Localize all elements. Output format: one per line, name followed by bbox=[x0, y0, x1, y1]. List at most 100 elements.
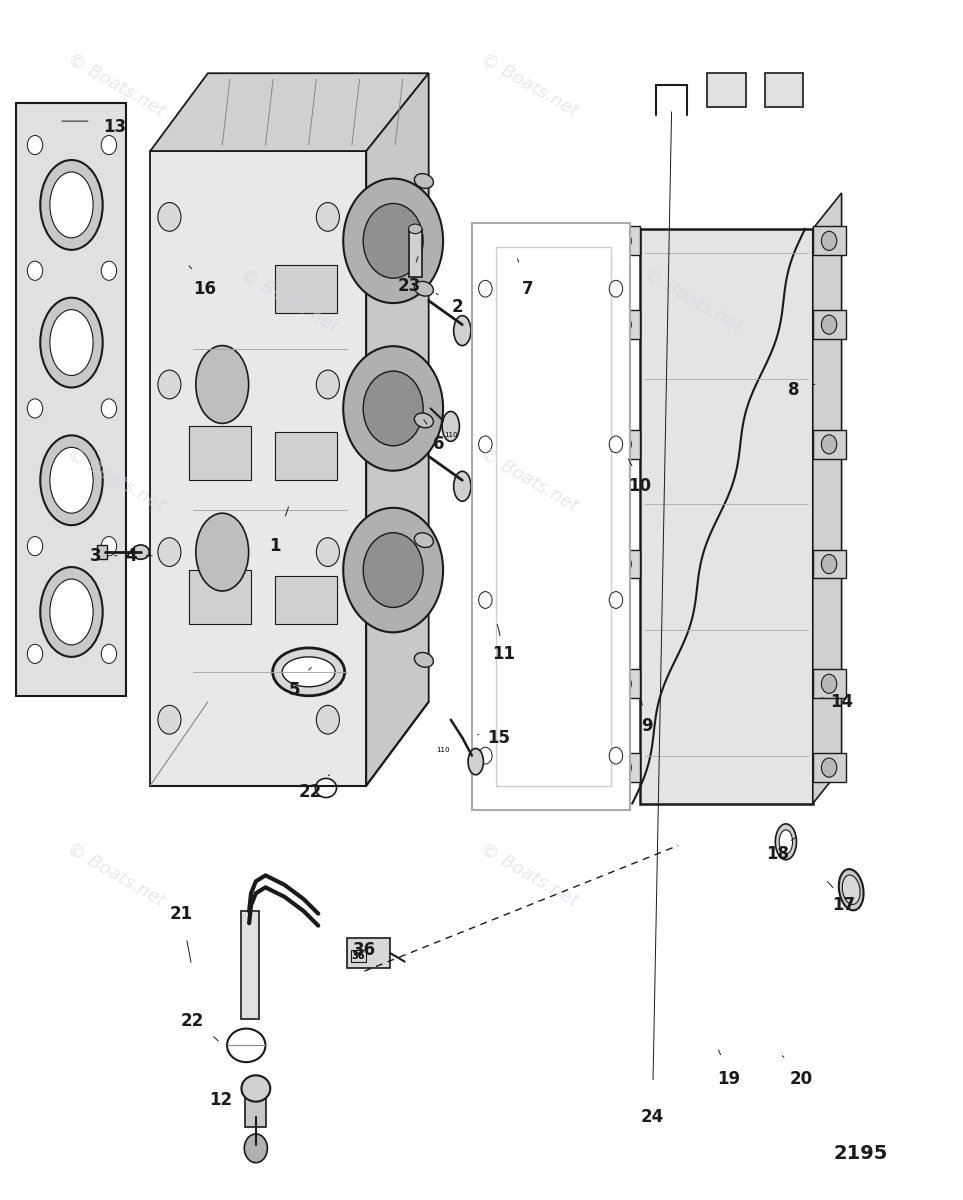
Text: 110: 110 bbox=[444, 432, 457, 438]
Circle shape bbox=[616, 232, 632, 251]
Circle shape bbox=[101, 536, 117, 556]
Text: © Boats.net: © Boats.net bbox=[65, 50, 169, 120]
Ellipse shape bbox=[775, 824, 796, 859]
Polygon shape bbox=[472, 223, 631, 810]
Text: © Boats.net: © Boats.net bbox=[640, 265, 744, 336]
Bar bbox=[275, 576, 337, 624]
Circle shape bbox=[479, 748, 492, 764]
Circle shape bbox=[101, 262, 117, 281]
Circle shape bbox=[27, 398, 42, 418]
Ellipse shape bbox=[468, 749, 483, 775]
Ellipse shape bbox=[839, 869, 864, 911]
Circle shape bbox=[821, 232, 837, 251]
Text: 12: 12 bbox=[209, 1092, 232, 1110]
Polygon shape bbox=[640, 229, 813, 804]
Text: 4: 4 bbox=[125, 547, 137, 565]
Circle shape bbox=[821, 554, 837, 574]
Ellipse shape bbox=[195, 514, 248, 592]
Circle shape bbox=[343, 346, 443, 470]
Text: 21: 21 bbox=[169, 905, 193, 923]
Ellipse shape bbox=[50, 448, 93, 514]
Circle shape bbox=[610, 436, 623, 452]
Polygon shape bbox=[366, 73, 429, 786]
Ellipse shape bbox=[282, 656, 335, 686]
Ellipse shape bbox=[414, 653, 433, 667]
Ellipse shape bbox=[227, 1028, 266, 1062]
Circle shape bbox=[363, 371, 423, 445]
Text: 23: 23 bbox=[398, 277, 421, 295]
Circle shape bbox=[101, 644, 117, 664]
Circle shape bbox=[616, 758, 632, 778]
Ellipse shape bbox=[414, 174, 433, 188]
Bar bbox=[607, 550, 640, 578]
Text: 20: 20 bbox=[790, 1070, 813, 1088]
Text: 8: 8 bbox=[788, 382, 799, 400]
Ellipse shape bbox=[408, 224, 422, 234]
Ellipse shape bbox=[132, 545, 149, 559]
Circle shape bbox=[363, 204, 423, 278]
Ellipse shape bbox=[779, 830, 793, 854]
Ellipse shape bbox=[454, 316, 471, 346]
Ellipse shape bbox=[273, 648, 345, 696]
Bar bbox=[707, 73, 745, 107]
Ellipse shape bbox=[50, 580, 93, 644]
Text: 16: 16 bbox=[194, 280, 217, 298]
Text: 36: 36 bbox=[352, 941, 376, 959]
Text: 13: 13 bbox=[103, 118, 126, 136]
Circle shape bbox=[343, 179, 443, 304]
Bar bbox=[813, 430, 846, 458]
Circle shape bbox=[101, 398, 117, 418]
Circle shape bbox=[245, 1134, 268, 1163]
Text: 36: 36 bbox=[351, 950, 365, 960]
Circle shape bbox=[158, 370, 181, 398]
Bar bbox=[607, 227, 640, 256]
Circle shape bbox=[158, 706, 181, 734]
Text: 22: 22 bbox=[299, 782, 323, 800]
Text: 9: 9 bbox=[640, 716, 653, 734]
Text: 24: 24 bbox=[640, 1109, 664, 1126]
Bar bbox=[408, 229, 422, 277]
Circle shape bbox=[343, 508, 443, 632]
Circle shape bbox=[27, 262, 42, 281]
Bar bbox=[607, 670, 640, 698]
Bar bbox=[607, 754, 640, 782]
Circle shape bbox=[158, 538, 181, 566]
Ellipse shape bbox=[315, 779, 336, 798]
Bar bbox=[813, 670, 846, 698]
Bar bbox=[607, 311, 640, 340]
Text: 6: 6 bbox=[432, 436, 444, 454]
Polygon shape bbox=[150, 151, 366, 786]
Circle shape bbox=[616, 554, 632, 574]
Polygon shape bbox=[15, 103, 126, 696]
Ellipse shape bbox=[40, 160, 103, 250]
Bar bbox=[189, 570, 251, 624]
Circle shape bbox=[316, 203, 339, 232]
Text: 7: 7 bbox=[522, 280, 534, 298]
Circle shape bbox=[821, 434, 837, 454]
Bar bbox=[607, 430, 640, 458]
Ellipse shape bbox=[242, 1075, 271, 1102]
Bar bbox=[347, 937, 390, 967]
Circle shape bbox=[101, 136, 117, 155]
Bar bbox=[275, 265, 337, 313]
Text: 11: 11 bbox=[492, 644, 515, 662]
Circle shape bbox=[616, 674, 632, 694]
Ellipse shape bbox=[414, 533, 433, 547]
Circle shape bbox=[479, 281, 492, 298]
Circle shape bbox=[316, 370, 339, 398]
Circle shape bbox=[616, 434, 632, 454]
Text: © Boats.net: © Boats.net bbox=[65, 840, 169, 911]
Text: 5: 5 bbox=[289, 680, 300, 698]
Ellipse shape bbox=[40, 436, 103, 526]
Ellipse shape bbox=[843, 875, 860, 905]
Circle shape bbox=[316, 538, 339, 566]
Text: 110: 110 bbox=[436, 746, 450, 752]
Ellipse shape bbox=[50, 310, 93, 376]
Circle shape bbox=[610, 748, 623, 764]
Circle shape bbox=[158, 203, 181, 232]
Text: © Boats.net: © Boats.net bbox=[478, 50, 582, 120]
Text: 18: 18 bbox=[766, 845, 789, 863]
Bar bbox=[813, 550, 846, 578]
Text: © Boats.net: © Boats.net bbox=[65, 445, 169, 516]
Text: 3: 3 bbox=[90, 547, 101, 565]
